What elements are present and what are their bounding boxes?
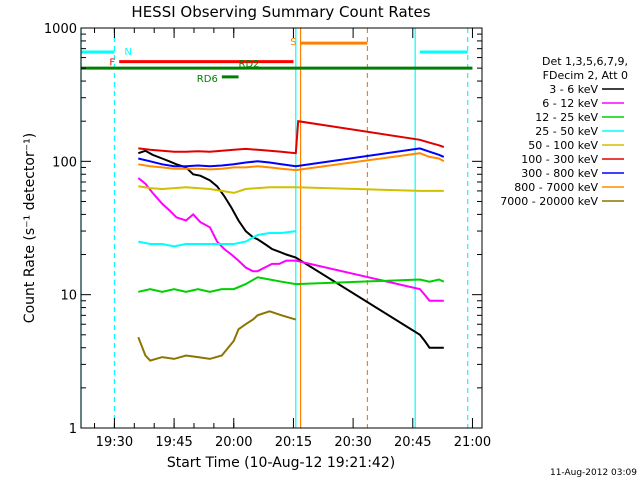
y-tick-label-2: 100 — [52, 155, 77, 170]
x-tick-label-2: 20:00 — [215, 435, 252, 450]
y-axis-label: Count Rate (s⁻¹ detector⁻¹) — [22, 133, 38, 323]
series-line-0 — [137, 149, 444, 349]
legend-label-1: 6 - 12 keV — [542, 97, 598, 110]
chart-title: HESSI Observing Summary Count Rates — [131, 3, 430, 21]
y-tick-label-1: 10 — [60, 289, 77, 304]
legend-label-3: 25 - 50 keV — [535, 125, 598, 138]
legend-header-1: FDecim 2, Att 0 — [543, 69, 628, 82]
legend-label-5: 100 - 300 keV — [521, 153, 598, 166]
flag-label-rd2: RD2 — [239, 59, 260, 70]
flag-label-f: F — [109, 58, 115, 69]
axes: 1 10 100 1000 19:30 19:45 20:00 20:15 20:30 20:45… — [44, 22, 491, 450]
x-tick-label-3: 20:15 — [275, 435, 312, 450]
legend-label-8: 7000 - 20000 keV — [500, 195, 598, 208]
legend-label-7: 800 - 7000 keV — [514, 181, 598, 194]
flag-label-s: S — [290, 37, 296, 48]
flag-label-rd6: RD6 — [197, 74, 218, 85]
legend-label-4: 50 - 100 keV — [528, 139, 598, 152]
y-tick-label-3: 1000 — [44, 22, 77, 37]
x-tick-label-0: 19:30 — [96, 435, 133, 450]
y-tick-label-0: 1 — [69, 422, 77, 437]
plot-area: NF S RD2 RD6 — [80, 28, 473, 428]
legend-header-0: Det 1,3,5,6,7,9, — [542, 55, 628, 68]
x-tick-label-5: 20:45 — [394, 435, 431, 450]
x-tick-label-6: 21:00 — [454, 435, 491, 450]
series-line-1 — [137, 177, 444, 302]
legend-label-6: 300 - 800 keV — [521, 167, 598, 180]
x-axis-label: Start Time (10-Aug-12 19:21:42) — [167, 455, 395, 471]
series-line-6 — [138, 147, 445, 168]
flag-label-n: N — [124, 47, 131, 58]
series-line-7 — [138, 152, 445, 172]
legend-label-0: 3 - 6 keV — [549, 83, 598, 96]
x-tick-label-1: 19:45 — [155, 435, 192, 450]
legend-label-2: 12 - 25 keV — [535, 111, 598, 124]
series-line-2 — [138, 276, 445, 293]
series-line-4 — [138, 185, 444, 194]
legend: Det 1,3,5,6,7,9,FDecim 2, Att 03 - 6 keV… — [500, 55, 628, 208]
series-line-8 — [137, 310, 297, 362]
x-tick-label-4: 20:30 — [334, 435, 371, 450]
series-line-5 — [138, 120, 445, 155]
series-line-3 — [138, 230, 296, 248]
plot-frame — [80, 27, 483, 429]
footer-timestamp: 11-Aug-2012 03:09 — [550, 468, 637, 478]
